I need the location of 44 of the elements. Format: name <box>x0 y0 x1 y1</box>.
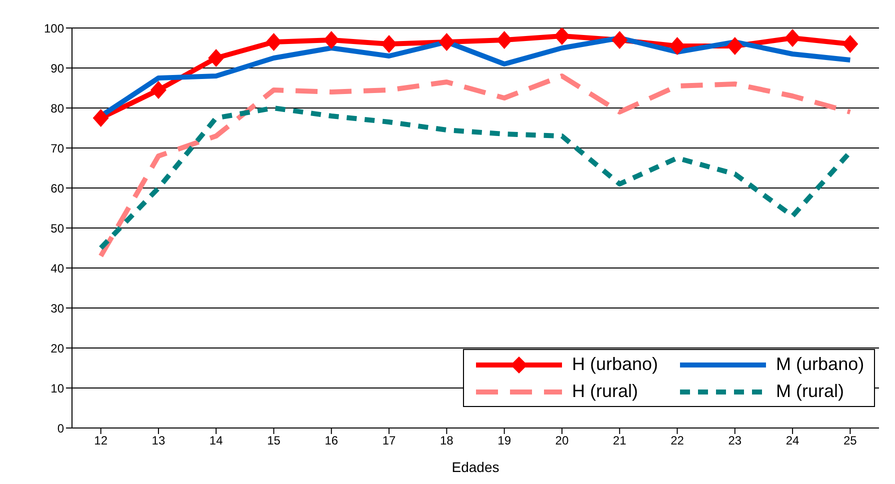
y-tick-label: 60 <box>50 181 64 196</box>
x-tick-label: 21 <box>612 434 627 448</box>
point <box>438 33 455 51</box>
y-tick-label: 30 <box>50 301 64 316</box>
point <box>381 35 398 53</box>
point <box>496 31 512 49</box>
y-tick-label: 100 <box>44 21 64 36</box>
x-axis-title: Edades <box>452 459 500 475</box>
point <box>208 49 224 67</box>
x-tick-label: 15 <box>267 434 281 448</box>
point <box>266 33 282 51</box>
point <box>842 35 858 53</box>
point <box>92 109 109 127</box>
legend-label: H (rural) <box>572 381 638 402</box>
legend-label: H (urbano) <box>572 354 658 375</box>
x-tick-label: 13 <box>152 434 166 448</box>
x-tick-label: 19 <box>498 434 512 448</box>
point <box>784 29 801 47</box>
point <box>554 28 570 45</box>
legend-label: M (urbano) <box>776 354 864 375</box>
y-tick-label: 20 <box>50 341 64 356</box>
x-tick-label: 20 <box>555 434 569 448</box>
point <box>726 37 743 55</box>
x-tick-label: 17 <box>382 434 396 448</box>
y-tick-label: 10 <box>50 381 64 396</box>
y-tick-label: 70 <box>50 141 64 156</box>
y-tick-label: 40 <box>50 261 64 276</box>
x-tick-label: 23 <box>728 434 742 448</box>
y-tick-label: 50 <box>50 221 64 236</box>
point <box>323 31 340 49</box>
x-tick-label: 25 <box>844 434 858 448</box>
x-tick-label: 16 <box>324 434 338 448</box>
x-tick-label: 14 <box>209 434 224 448</box>
legend-label: M (rural) <box>776 381 844 402</box>
point <box>612 31 628 49</box>
x-tick-label: 22 <box>670 434 684 448</box>
point <box>150 81 166 99</box>
y-tick-label: 80 <box>50 101 64 116</box>
y-tick-label: 90 <box>50 61 64 76</box>
y-tick-label: 0 <box>57 421 64 436</box>
point <box>669 37 686 55</box>
x-tick-label: 24 <box>786 434 800 448</box>
x-tick-label: 18 <box>440 434 454 448</box>
x-tick-label: 12 <box>94 434 108 448</box>
